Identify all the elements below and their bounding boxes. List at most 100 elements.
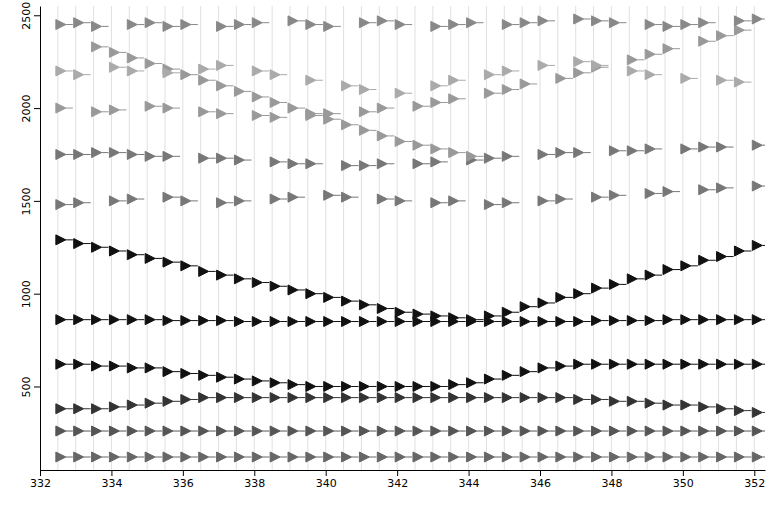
point	[217, 109, 234, 119]
x-tick-label: 338	[244, 477, 265, 490]
x-tick: 342	[387, 470, 408, 490]
point	[556, 393, 573, 403]
x-tick-mark	[254, 470, 255, 476]
plot: 3323343363383403423443463483503525001000…	[20, 2, 769, 490]
point	[431, 144, 448, 154]
point	[342, 296, 359, 306]
point	[395, 426, 412, 436]
point	[520, 367, 537, 377]
point	[56, 235, 73, 245]
point	[270, 194, 287, 204]
point	[699, 402, 716, 412]
point	[270, 393, 287, 403]
point	[574, 289, 591, 299]
point	[681, 452, 698, 462]
y-tick: 500	[20, 376, 40, 397]
point	[574, 359, 591, 369]
point	[699, 315, 716, 325]
point	[181, 20, 198, 30]
point	[717, 75, 734, 85]
point	[56, 426, 73, 436]
y-tick: 1500	[20, 187, 40, 215]
point	[127, 426, 144, 436]
x-tick-mark	[397, 470, 398, 476]
point	[270, 378, 287, 388]
series	[92, 42, 484, 162]
point	[252, 376, 269, 386]
point	[699, 18, 716, 28]
point	[449, 452, 466, 462]
point	[234, 393, 251, 403]
point	[163, 103, 180, 113]
series	[56, 140, 765, 170]
point	[734, 452, 751, 462]
point	[74, 198, 91, 208]
point	[413, 393, 430, 403]
point	[467, 426, 484, 436]
series	[56, 393, 765, 418]
point	[56, 149, 73, 159]
point	[556, 194, 573, 204]
point	[681, 73, 698, 83]
point	[431, 317, 448, 327]
point	[145, 452, 162, 462]
point	[234, 20, 251, 30]
point	[163, 316, 180, 326]
series	[56, 315, 765, 327]
point	[306, 393, 323, 403]
point	[92, 242, 109, 252]
point	[538, 452, 555, 462]
point	[127, 315, 144, 325]
point	[199, 370, 216, 380]
point	[413, 140, 430, 150]
point	[413, 452, 430, 462]
point	[520, 426, 537, 436]
point	[556, 426, 573, 436]
point	[234, 274, 251, 284]
point	[449, 75, 466, 85]
point	[681, 400, 698, 410]
point	[163, 21, 180, 31]
point	[288, 380, 305, 390]
point	[181, 426, 198, 436]
point	[699, 426, 716, 436]
point	[574, 317, 591, 327]
point	[270, 426, 287, 436]
point	[520, 393, 537, 403]
x-tick-mark	[540, 470, 541, 476]
point	[645, 70, 662, 80]
point	[252, 317, 269, 327]
series	[56, 25, 752, 122]
x-tick: 350	[673, 470, 694, 490]
x-tick-label: 332	[30, 477, 51, 490]
point	[377, 16, 394, 26]
point	[449, 317, 466, 327]
point	[145, 398, 162, 408]
point	[484, 70, 501, 80]
point	[163, 452, 180, 462]
point	[109, 426, 126, 436]
y-tick-label: 1500	[20, 187, 33, 215]
point	[609, 316, 626, 326]
point	[734, 77, 751, 87]
point	[234, 374, 251, 384]
point	[431, 198, 448, 208]
point	[431, 157, 448, 167]
point	[163, 257, 180, 267]
x-tick-label: 346	[530, 477, 551, 490]
series	[56, 426, 765, 436]
x-tick: 334	[101, 470, 122, 490]
point	[306, 20, 323, 30]
point	[109, 196, 126, 206]
point	[395, 307, 412, 317]
point	[342, 426, 359, 436]
point	[324, 452, 341, 462]
point	[431, 381, 448, 391]
point	[163, 367, 180, 377]
point	[342, 120, 359, 130]
x-tick-label: 344	[459, 477, 480, 490]
point	[359, 161, 376, 171]
point	[734, 25, 751, 35]
point	[181, 196, 198, 206]
y-tick-mark	[34, 294, 40, 295]
